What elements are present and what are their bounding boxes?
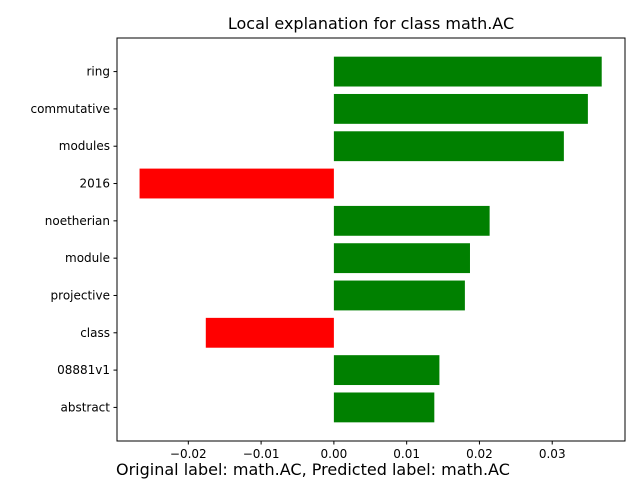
y-tick-label: class [80,326,110,340]
bars-group [139,56,602,423]
x-tick-label: 0.00 [321,447,348,461]
y-tick-label: module [65,251,110,265]
label-caption: Original label: math.AC, Predicted label… [116,460,510,479]
bar-noetherian [333,205,490,236]
y-axis-ticks: ring commutative modules 2016 noetherian modu… [30,65,117,414]
bar-08881v1 [333,355,440,386]
y-tick-label: abstract [60,400,110,414]
x-tick-label: −0.02 [170,447,207,461]
bar-projective [333,280,465,311]
bar-2016 [139,168,334,199]
bar-ring [333,56,602,87]
y-tick-label: modules [59,139,110,153]
y-tick-label: noetherian [45,214,110,228]
bar-module [333,243,470,274]
bar-abstract [333,392,435,423]
plot-frame [116,37,626,442]
y-tick-label: 2016 [79,177,110,191]
y-tick-label: 08881v1 [57,363,110,377]
y-tick-label: commutative [30,102,110,116]
y-tick-label: projective [51,288,110,302]
bar-class [205,317,334,348]
x-tick-label: 0.02 [466,447,493,461]
x-tick-label: 0.03 [539,447,566,461]
chart-title: Local explanation for class math.AC [228,14,514,33]
y-tick-label: ring [87,65,111,79]
bar-commutative [333,93,588,124]
x-tick-label: 0.01 [393,447,420,461]
bar-modules [333,131,564,162]
x-axis-ticks: −0.02 −0.01 0.00 0.01 0.02 0.03 [170,441,566,461]
x-tick-label: −0.01 [243,447,280,461]
